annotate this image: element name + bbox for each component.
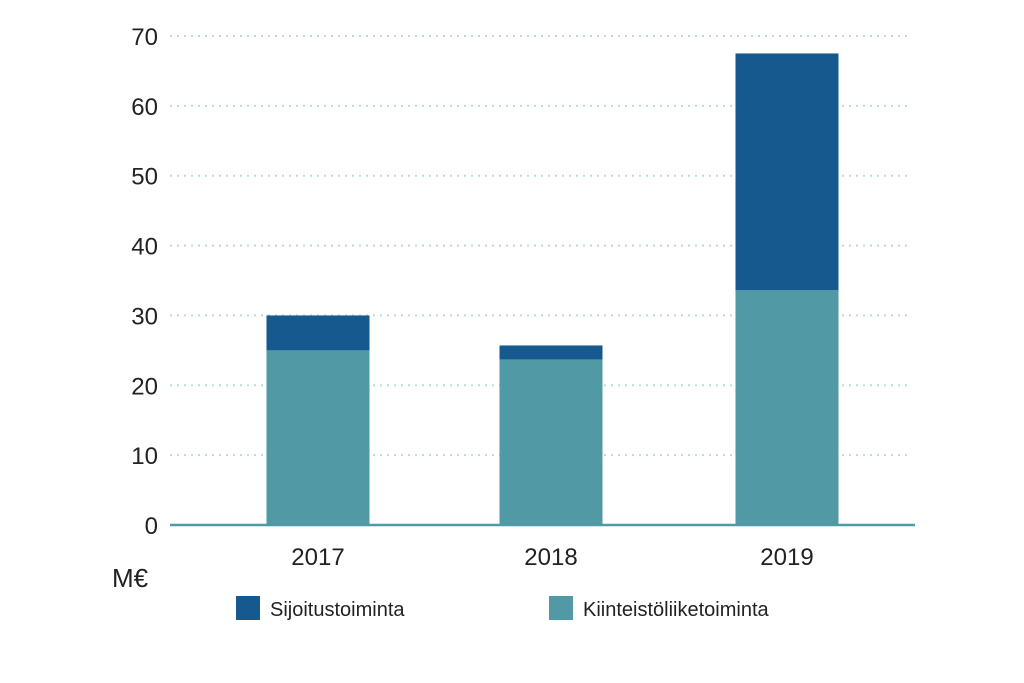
y-tick-label: 0 bbox=[145, 513, 158, 540]
bar-segment bbox=[499, 345, 603, 360]
bar-segment bbox=[266, 350, 370, 525]
y-unit-label: M€ bbox=[112, 563, 149, 593]
y-tick-label: 40 bbox=[131, 234, 158, 261]
legend-swatch bbox=[549, 596, 573, 620]
y-tick-label: 20 bbox=[131, 373, 158, 400]
bar-segment bbox=[735, 53, 839, 291]
bars bbox=[266, 53, 839, 525]
legend-label: Sijoitustoiminta bbox=[270, 599, 405, 621]
legend-swatch bbox=[236, 596, 260, 620]
bar-segment bbox=[735, 290, 839, 525]
x-tick-label: 2019 bbox=[760, 544, 813, 571]
x-tick-label: 2017 bbox=[291, 544, 344, 571]
y-tick-label: 60 bbox=[131, 94, 158, 121]
y-tick-label: 70 bbox=[131, 24, 158, 51]
x-tick-label: 2018 bbox=[524, 544, 577, 571]
legend-label: Kiinteistöliiketoiminta bbox=[583, 599, 770, 621]
y-tick-label: 10 bbox=[131, 443, 158, 470]
x-tick-labels: 2017 2018 2019 bbox=[291, 544, 813, 571]
y-tick-label: 50 bbox=[131, 164, 158, 191]
y-tick-labels: 0 10 20 30 40 50 60 70 bbox=[131, 24, 158, 540]
y-tick-label: 30 bbox=[131, 303, 158, 330]
bar-segment bbox=[499, 359, 603, 525]
bar-segment bbox=[266, 315, 370, 351]
legend: Sijoitustoiminta Kiinteistöliiketoiminta bbox=[236, 596, 770, 621]
